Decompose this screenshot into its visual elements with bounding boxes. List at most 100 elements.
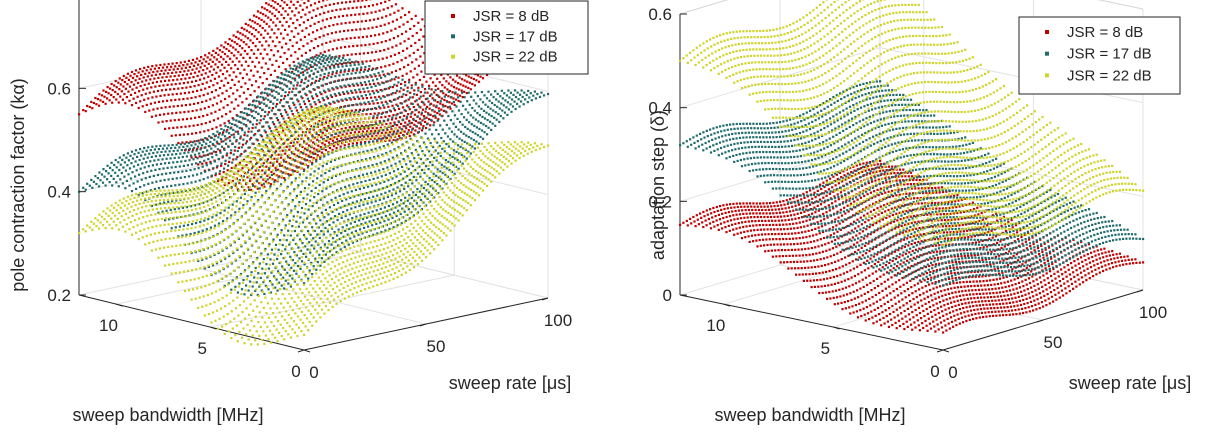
data-point	[190, 144, 193, 147]
data-point	[328, 54, 331, 57]
data-point	[379, 97, 382, 100]
data-point	[298, 116, 301, 119]
data-point	[181, 234, 184, 237]
data-point	[344, 214, 347, 218]
data-point	[391, 124, 395, 128]
data-point	[381, 187, 384, 190]
data-point	[326, 246, 329, 249]
data-point	[255, 99, 258, 103]
data-point	[274, 153, 277, 157]
data-point	[494, 111, 497, 114]
data-point	[162, 84, 165, 87]
data-point	[502, 117, 505, 120]
data-point	[359, 68, 362, 71]
data-point	[255, 281, 258, 284]
data-point	[357, 0, 360, 3]
data-point	[290, 158, 293, 161]
data-point	[438, 81, 441, 84]
data-point	[216, 164, 219, 168]
data-point	[296, 123, 299, 126]
data-point	[166, 166, 169, 169]
data-point	[322, 115, 325, 118]
data-point	[326, 64, 329, 67]
data-point	[244, 241, 247, 244]
data-point	[234, 64, 237, 67]
data-point	[135, 187, 138, 190]
data-point	[333, 16, 336, 19]
data-point	[331, 123, 334, 126]
data-point	[425, 116, 428, 119]
data-point	[357, 127, 360, 130]
data-point	[171, 198, 174, 201]
data-point	[411, 61, 414, 64]
data-point	[357, 61, 360, 64]
data-point	[141, 105, 144, 108]
data-point	[167, 63, 170, 66]
data-point	[411, 34, 414, 38]
data-point	[453, 133, 456, 136]
data-point	[253, 117, 256, 120]
data-point	[352, 67, 355, 70]
data-point	[251, 60, 254, 63]
data-point	[248, 185, 252, 189]
data-point	[211, 60, 214, 63]
data-point	[153, 101, 156, 104]
data-point	[166, 83, 169, 86]
data-point	[163, 223, 166, 226]
data-point	[465, 92, 468, 95]
data-point	[86, 224, 89, 227]
data-point	[286, 138, 289, 141]
data-point	[312, 109, 315, 112]
data-point	[206, 113, 209, 116]
data-point	[400, 137, 403, 140]
data-point	[205, 164, 208, 167]
data-point	[357, 76, 360, 79]
data-point	[391, 216, 394, 219]
data-point	[314, 240, 317, 243]
data-point	[279, 77, 282, 80]
data-point	[228, 132, 231, 135]
data-point	[371, 184, 374, 187]
data-point	[201, 258, 204, 261]
data-point	[173, 216, 176, 219]
data-point	[333, 93, 336, 96]
data-point	[309, 173, 312, 176]
data-point	[348, 213, 351, 216]
data-point	[250, 196, 253, 199]
data-point	[361, 232, 364, 235]
data-point	[366, 12, 369, 15]
data-point	[312, 265, 315, 268]
data-point	[251, 190, 254, 193]
data-point	[134, 175, 137, 178]
data-point	[261, 125, 264, 128]
data-point	[213, 160, 216, 163]
data-point	[400, 32, 404, 36]
data-point	[474, 91, 477, 94]
data-point	[423, 52, 426, 55]
data-point	[419, 55, 422, 58]
data-point	[161, 120, 164, 123]
data-point	[307, 0, 310, 2]
data-point	[400, 222, 403, 225]
data-point	[439, 124, 442, 127]
data-point	[347, 92, 350, 95]
data-point	[243, 49, 246, 53]
data-point	[250, 178, 253, 181]
data-point	[150, 204, 153, 208]
data-point	[328, 169, 331, 172]
data-point	[189, 214, 192, 217]
data-point	[174, 146, 177, 149]
data-point	[154, 73, 157, 76]
data-point	[257, 160, 260, 164]
data-point	[294, 177, 297, 180]
data-point	[389, 55, 392, 58]
data-point	[493, 103, 496, 107]
data-point	[468, 121, 471, 124]
data-point	[377, 58, 380, 61]
data-point	[346, 123, 349, 126]
data-point	[102, 168, 105, 171]
data-point	[278, 20, 282, 23]
data-point	[213, 206, 216, 209]
data-point	[306, 62, 309, 65]
data-point	[235, 177, 238, 180]
